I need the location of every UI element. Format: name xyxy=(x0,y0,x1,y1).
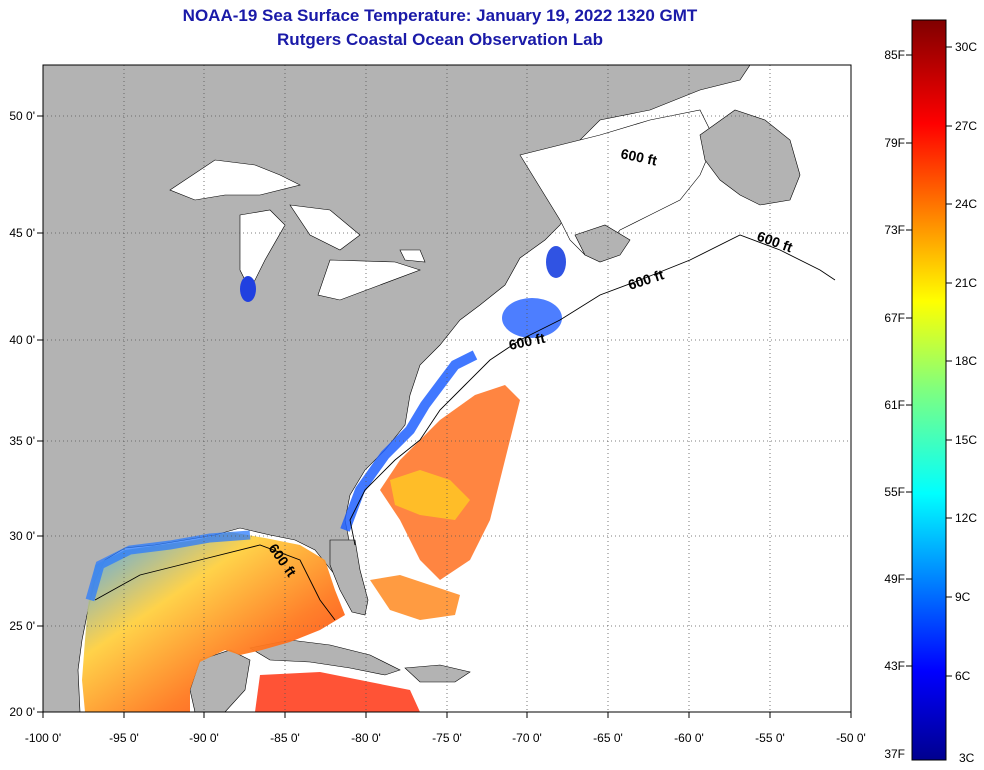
contour-label: 600 ft xyxy=(619,145,658,168)
lon-label: -100 0' xyxy=(25,731,61,745)
lat-label: 50 0' xyxy=(9,109,35,123)
colorbar-ticks xyxy=(906,46,952,677)
colorbar-c-label: 30C xyxy=(955,40,977,54)
bay-of-fundy-sst xyxy=(546,246,566,278)
lon-label: -95 0' xyxy=(109,731,139,745)
lon-label: -75 0' xyxy=(432,731,462,745)
lat-label: 45 0' xyxy=(9,226,35,240)
colorbar-c-label: 15C xyxy=(955,433,977,447)
lat-label: 30 0' xyxy=(9,529,35,543)
lat-label: 40 0' xyxy=(9,333,35,347)
colorbar-c-label: 18C xyxy=(955,354,977,368)
colorbar-f-label: 85F xyxy=(884,48,905,62)
colorbar xyxy=(911,19,947,761)
lon-label: -70 0' xyxy=(512,731,542,745)
colorbar-c-label: 27C xyxy=(955,119,977,133)
lat-label: 20 0' xyxy=(9,705,35,719)
gulf-st-lawrence xyxy=(519,109,716,256)
lon-label: -60 0' xyxy=(674,731,704,745)
colorbar-c-label: 24C xyxy=(955,197,977,211)
colorbar-f-label: 55F xyxy=(884,485,905,499)
land-florida xyxy=(329,539,369,616)
gulf-of-maine-sst xyxy=(502,298,562,338)
lat-label: 25 0' xyxy=(9,619,35,633)
colorbar-f-label: 43F xyxy=(884,659,905,673)
lon-label: -50 0' xyxy=(836,731,866,745)
map-subtitle: Rutgers Coastal Ocean Observation Lab xyxy=(277,30,603,49)
colorbar-f-label: 67F xyxy=(884,311,905,325)
lon-label: -55 0' xyxy=(755,731,785,745)
colorbar-f-label: 37F xyxy=(884,747,905,761)
colorbar-f-label: 73F xyxy=(884,223,905,237)
colorbar-c-label: 21C xyxy=(955,276,977,290)
lon-label: -85 0' xyxy=(270,731,300,745)
land-hispaniola xyxy=(404,664,471,683)
colorbar-f-label: 61F xyxy=(884,398,905,412)
axis-ticks xyxy=(37,115,852,718)
land-nova-scotia xyxy=(574,224,631,263)
colorbar-f-label: 79F xyxy=(884,136,905,150)
lat-label: 35 0' xyxy=(9,434,35,448)
colorbar-f-label: 49F xyxy=(884,572,905,586)
land-newfoundland xyxy=(699,109,801,206)
gulf-coastal-cool-rim xyxy=(85,530,251,602)
atlantic-yellow-sst xyxy=(390,470,470,520)
colorbar-c-label: 9C xyxy=(955,590,971,604)
map-title: NOAA-19 Sea Surface Temperature: January… xyxy=(182,6,698,25)
lon-label: -65 0' xyxy=(593,731,623,745)
lake-michigan-data xyxy=(240,276,256,302)
great-lakes xyxy=(169,159,426,301)
bahamas-sst xyxy=(370,575,460,620)
shelf-cold-water xyxy=(340,350,478,532)
isobath-600ft-gulf xyxy=(94,544,336,621)
lon-label: -80 0' xyxy=(351,731,381,745)
colorbar-c-label: 3C xyxy=(959,751,975,765)
colorbar-c-label: 12C xyxy=(955,511,977,525)
land-cuba xyxy=(249,639,401,676)
lon-label: -90 0' xyxy=(189,731,219,745)
colorbar-c-label: 6C xyxy=(955,669,971,683)
gulf-of-mexico-sst xyxy=(82,532,345,712)
caribbean-sst xyxy=(255,672,420,712)
contour-label: 600 ft xyxy=(507,330,546,353)
isobath-600ft xyxy=(349,234,836,546)
graticule xyxy=(43,65,851,712)
